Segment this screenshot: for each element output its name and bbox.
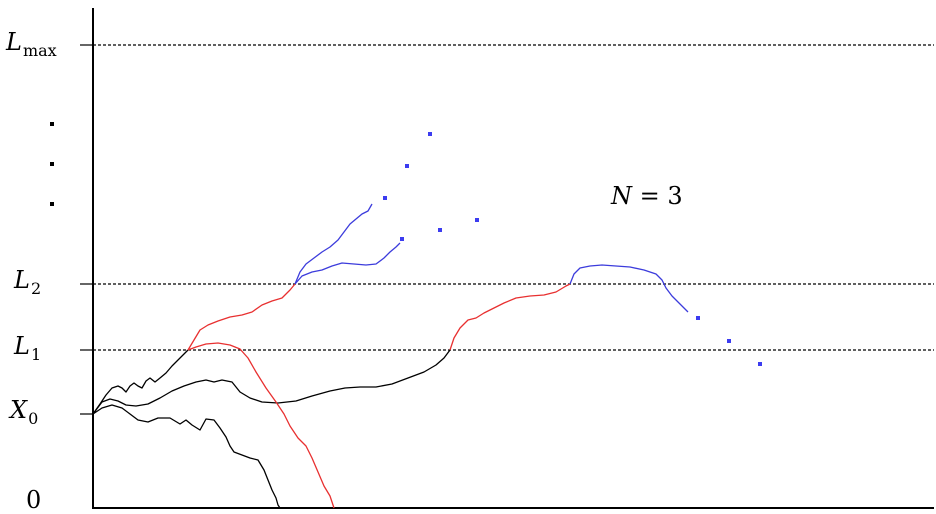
red-path-3 <box>449 283 571 351</box>
vertical-ellipsis-dot <box>50 122 54 126</box>
branch-count-annotation: N = 3 <box>611 184 683 208</box>
stage2-paths <box>294 203 689 313</box>
black-path-2 <box>92 349 451 415</box>
vertical-ellipsis-dot <box>50 202 54 206</box>
stage0-paths <box>92 349 451 509</box>
blue-path-3 <box>569 264 689 313</box>
black-path-1 <box>92 349 189 415</box>
level-label-x0: X0 <box>10 396 38 427</box>
continuation-dot <box>428 132 432 136</box>
continuation-dot <box>438 228 442 232</box>
continuation-dot <box>383 196 387 200</box>
level-label-l2: L2 <box>14 266 41 297</box>
level-symbol: L <box>14 332 30 360</box>
vertical-ellipsis-dot <box>50 162 54 166</box>
level-symbol: X <box>10 396 28 424</box>
level-label-lmax: Lmax <box>6 28 57 59</box>
level-label-l1: L1 <box>14 332 41 363</box>
continuation-dot <box>696 316 700 320</box>
continuation-dot <box>400 237 404 241</box>
red-path-1 <box>187 283 296 351</box>
continuation-dot <box>758 362 762 366</box>
continuation-dot <box>727 339 731 343</box>
level-subscript: 1 <box>30 345 42 364</box>
level-subscript: 2 <box>30 279 42 298</box>
continuation-dot <box>475 218 479 222</box>
annotation-value: = 3 <box>632 182 683 210</box>
level-subscript: max <box>22 41 57 60</box>
level-subscript: 0 <box>28 409 39 428</box>
blue-path-2 <box>294 242 401 285</box>
blue-path-1 <box>294 203 373 285</box>
level-label-zero: 0 <box>26 486 42 514</box>
level-symbol: L <box>14 266 30 294</box>
continuation-dots <box>383 132 762 366</box>
level-symbol: L <box>6 28 22 56</box>
continuation-dot <box>405 164 409 168</box>
black-path-3 <box>92 404 281 509</box>
annotation-variable: N <box>611 182 632 210</box>
stage1-paths <box>187 283 571 509</box>
red-path-2 <box>187 342 335 509</box>
